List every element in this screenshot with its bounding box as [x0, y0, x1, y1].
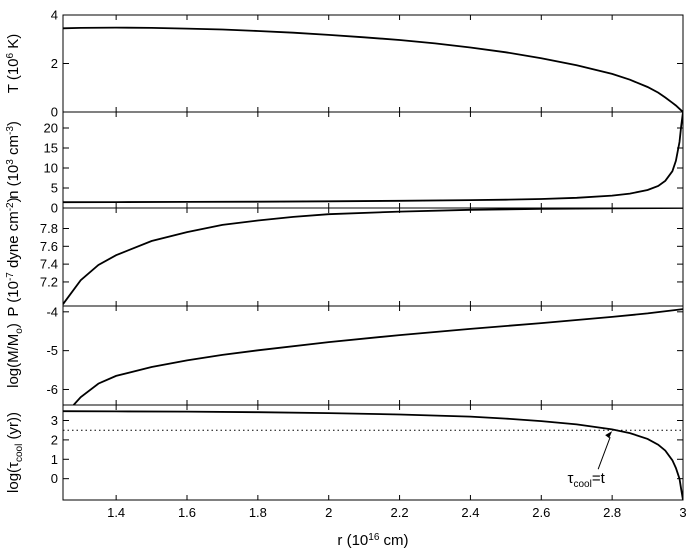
y-tick-label: 1 — [51, 452, 58, 467]
panel-3: 7.2 7.4 7.6 7.8 P (10-7 dyne cm-2) — [5, 197, 684, 317]
y-tick-label: 20 — [44, 121, 58, 136]
x-tick-label: 1.8 — [249, 505, 267, 520]
x-tick-label: 2.2 — [391, 505, 409, 520]
panel-frame — [62, 404, 684, 501]
x-tick-label: 2.8 — [603, 505, 621, 520]
y-tick-label: 0 — [51, 471, 58, 486]
panel-frame — [62, 305, 684, 406]
y-axis-label: log(τcool (yr)) — [5, 412, 25, 493]
series-line — [72, 308, 683, 405]
y-tick-label: 5 — [51, 181, 58, 196]
panel-frame — [62, 111, 684, 209]
annotation-label: τcool=t — [568, 470, 606, 490]
x-tick-label: 2.6 — [532, 505, 550, 520]
y-tick-label: -6 — [46, 382, 58, 397]
panel-frame — [62, 207, 684, 307]
panel-5: 0 1 2 3 log(τcool (yr)) τcool=t 1.4 1.6 1.8 2 2.2 2… — [5, 404, 687, 549]
y-tick-label: 7.4 — [40, 257, 58, 272]
x-tick-label: 1.6 — [178, 505, 196, 520]
annotation-arrowhead — [605, 431, 613, 439]
panel-4: -6 -5 -4 log(M/Mo) — [5, 304, 684, 406]
x-tick-label: 2 — [325, 505, 332, 520]
panel-1: 0 2 4 T (106 K) — [5, 8, 684, 120]
y-tick-label: 7.8 — [40, 221, 58, 236]
series-line — [63, 26, 683, 112]
y-axis-label: n (103 cm-3) — [5, 121, 22, 199]
y-tick-label: 2 — [51, 56, 58, 71]
y-tick-label: 4 — [51, 8, 58, 23]
y-axis-label: T (106 K) — [5, 34, 22, 93]
y-tick-label: 2 — [51, 432, 58, 447]
y-axis-label: P (10-7 dyne cm-2) — [5, 197, 22, 316]
x-tick-label: 3 — [679, 505, 686, 520]
y-tick-label: -4 — [46, 304, 58, 319]
y-tick-label: 15 — [44, 141, 58, 156]
y-axis-label: log(M/Mo) — [5, 323, 25, 388]
y-tick-label: 3 — [51, 413, 58, 428]
series-line — [63, 410, 683, 500]
y-tick-label: 10 — [44, 161, 58, 176]
y-tick-label: 7.6 — [40, 239, 58, 254]
series-line — [63, 112, 683, 204]
y-tick-label: 7.2 — [40, 274, 58, 289]
y-tick-label: 0 — [51, 105, 58, 120]
panel-frame — [62, 14, 684, 113]
x-tick-label: 1.4 — [107, 505, 125, 520]
series-line — [63, 208, 683, 305]
x-axis-label: r (1016 cm) — [337, 532, 408, 549]
x-tick-label: 2.4 — [461, 505, 479, 520]
annotation-arrow — [597, 436, 611, 470]
panel-2: 0 5 10 15 20 n (103 cm-3) — [5, 111, 684, 216]
y-tick-label: -5 — [46, 343, 58, 358]
y-tick-label: 0 — [51, 201, 58, 216]
